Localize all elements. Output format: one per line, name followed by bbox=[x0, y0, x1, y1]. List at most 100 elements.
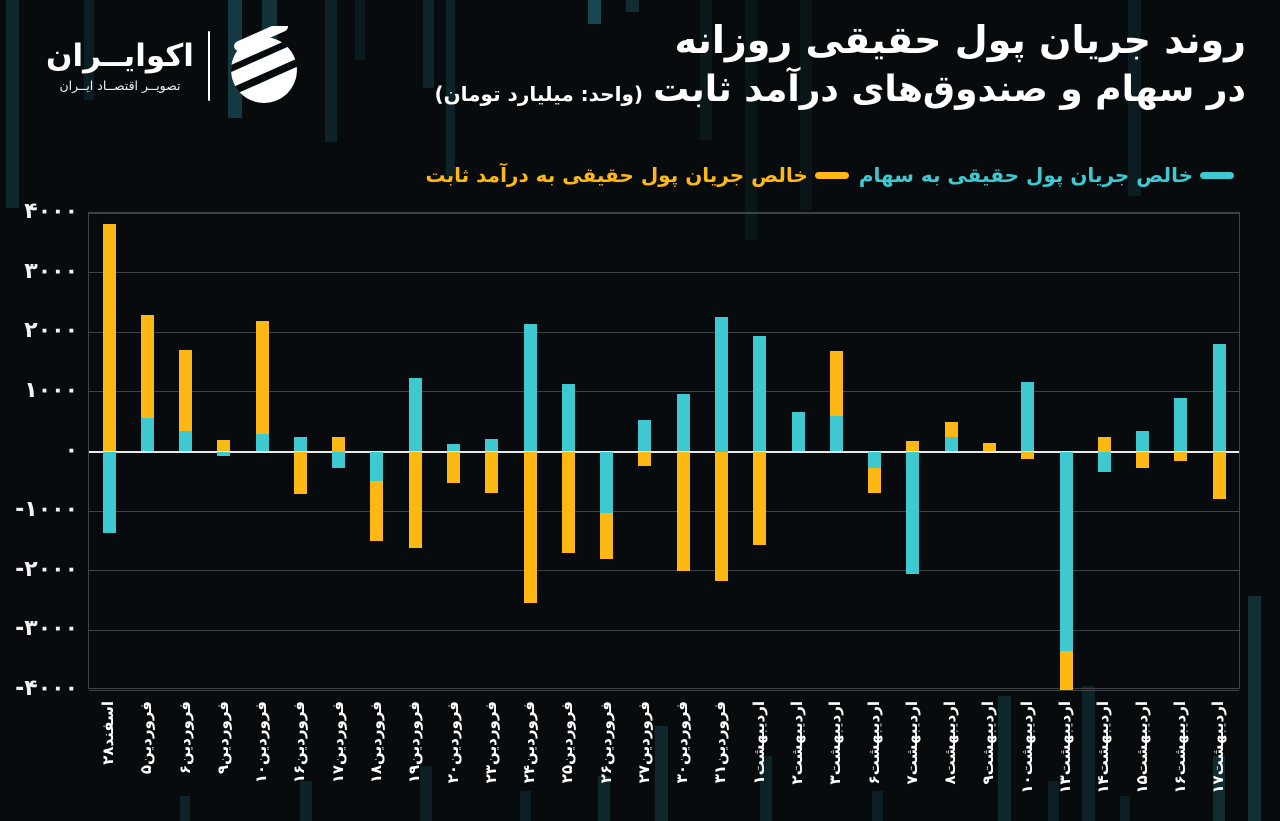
bar-segment-stocks bbox=[140, 418, 154, 452]
bar-segment-stocks bbox=[868, 451, 882, 469]
gridline bbox=[89, 331, 1239, 333]
bar-segment-stocks bbox=[561, 384, 575, 452]
chart-unit-label: (واحد: میلیارد تومان) bbox=[434, 82, 644, 107]
x-axis-tick-label: اردیبهشت۱۰ bbox=[1017, 701, 1036, 794]
bar-segment-stocks bbox=[523, 323, 537, 452]
bar-segment-fixed-income bbox=[1021, 451, 1035, 460]
background-bar-decoration bbox=[423, 0, 434, 88]
brand-text: اکوایــران تصویــر اقتصــاد ایــران bbox=[46, 39, 194, 93]
bar-segment-fixed-income bbox=[332, 436, 346, 452]
bar-segment-stocks bbox=[485, 438, 499, 452]
x-axis-tick-label: اردیبهشت۹ bbox=[979, 701, 998, 785]
bar-segment-fixed-income bbox=[944, 421, 958, 438]
x-axis-tick-label: فروردین۳۱ bbox=[711, 701, 730, 784]
bar-segment-fixed-income bbox=[829, 350, 843, 417]
x-axis-tick-label: فروردین۲۰ bbox=[443, 701, 462, 784]
bar-segment-fixed-income bbox=[1097, 436, 1111, 452]
bar-segment-stocks bbox=[944, 437, 958, 452]
bar-segment-stocks bbox=[1212, 344, 1226, 452]
bar-segment-fixed-income bbox=[217, 439, 231, 452]
x-axis-tick-label: فروردین۶ bbox=[175, 701, 194, 775]
x-axis-tick-label: اردیبهشت۱۵ bbox=[1132, 701, 1151, 794]
x-axis-tick-label: فروردین۱۷ bbox=[328, 701, 347, 784]
gridline bbox=[89, 570, 1239, 572]
x-axis-tick-label: اردیبهشت۱ bbox=[749, 701, 768, 785]
bar-segment-stocks bbox=[676, 394, 690, 452]
bar-segment-stocks bbox=[332, 451, 346, 469]
bar-segment-stocks bbox=[255, 433, 269, 452]
bar-segment-fixed-income bbox=[293, 451, 307, 494]
background-bar-decoration bbox=[355, 0, 365, 60]
bar-segment-fixed-income bbox=[638, 451, 652, 467]
bar-segment-stocks bbox=[1136, 431, 1150, 452]
bar-segment-fixed-income bbox=[1174, 451, 1188, 462]
bar-segment-stocks bbox=[217, 451, 231, 457]
background-bar-decoration bbox=[180, 796, 190, 821]
gridline bbox=[89, 629, 1239, 631]
background-bar-decoration bbox=[520, 791, 531, 821]
background-bar-decoration bbox=[325, 0, 337, 142]
x-axis-tick-label: اردیبهشت۷ bbox=[902, 701, 921, 785]
zero-axis-line bbox=[89, 450, 1239, 453]
plot-area bbox=[88, 212, 1240, 691]
ecoiran-globe-icon bbox=[231, 26, 298, 103]
bar-segment-fixed-income bbox=[714, 451, 728, 582]
bar-segment-stocks bbox=[829, 416, 843, 452]
bar-segment-stocks bbox=[370, 451, 384, 482]
y-axis-tick-label: ۰ bbox=[64, 437, 78, 463]
bar-segment-stocks bbox=[638, 419, 652, 452]
bar-segment-fixed-income bbox=[676, 451, 690, 572]
x-axis-tick-label: فروردین۲۷ bbox=[634, 701, 653, 784]
x-axis-tick-label: اردیبهشت۲ bbox=[788, 701, 807, 785]
x-axis-tick-label: اردیبهشت۱۷ bbox=[1209, 701, 1228, 794]
y-axis-tick-label: -۱۰۰۰ bbox=[15, 497, 78, 523]
gridline bbox=[89, 391, 1239, 393]
brand-logo: اکوایــران تصویــر اقتصــاد ایــران bbox=[46, 26, 304, 106]
bar-segment-fixed-income bbox=[1136, 451, 1150, 469]
bar-segment-stocks bbox=[447, 444, 461, 452]
background-bar-decoration bbox=[300, 781, 312, 821]
x-axis-tick-label: اردیبهشت۱۴ bbox=[1094, 701, 1113, 794]
gridline bbox=[89, 212, 1239, 214]
bar-segment-stocks bbox=[1059, 451, 1073, 652]
bar-segment-stocks bbox=[102, 451, 116, 534]
x-axis-tick-label: فروردین۳۰ bbox=[673, 701, 692, 784]
legend-item-stocks: خالص جریان پول حقیقی به سهام bbox=[859, 163, 1234, 187]
chart-title-line1: روند جریان پول حقیقی روزانه bbox=[674, 18, 1246, 62]
chart-title: روند جریان پول حقیقی روزانه در سهام و صن… bbox=[434, 16, 1246, 114]
bar-segment-fixed-income bbox=[447, 451, 461, 483]
background-bar-decoration bbox=[872, 791, 883, 821]
bar-segment-fixed-income bbox=[1212, 451, 1226, 500]
x-axis-tick-label: اردیبهشت۶ bbox=[864, 701, 883, 785]
x-axis-tick-label: اسفند۲۸ bbox=[99, 701, 117, 765]
background-bar-decoration bbox=[1120, 796, 1130, 821]
x-axis-tick-label: فروردین۲۵ bbox=[558, 701, 577, 784]
brand-tagline: تصویــر اقتصــاد ایــران bbox=[59, 78, 181, 94]
x-axis-tick-label: فروردین۲۶ bbox=[596, 701, 615, 784]
bar-segment-stocks bbox=[791, 412, 805, 452]
background-bar-decoration bbox=[998, 696, 1011, 821]
bar-segment-stocks bbox=[600, 451, 614, 513]
background-bar-decoration bbox=[1248, 596, 1261, 821]
chart-title-line2: در سهام و صندوق‌های درآمد ثابت (واحد: میل… bbox=[434, 67, 1246, 114]
x-axis-tick-label: فروردین۱۹ bbox=[405, 701, 424, 784]
legend-marker-fixed-income-icon bbox=[814, 171, 849, 179]
legend-label-stocks: خالص جریان پول حقیقی به سهام bbox=[858, 163, 1193, 187]
bar-segment-fixed-income bbox=[753, 451, 767, 545]
bar-segment-fixed-income bbox=[1059, 651, 1073, 690]
bar-segment-stocks bbox=[179, 430, 193, 452]
background-bar-decoration bbox=[655, 726, 668, 821]
bar-segment-fixed-income bbox=[179, 350, 193, 431]
bar-segment-fixed-income bbox=[982, 442, 996, 452]
bar-segment-stocks bbox=[753, 335, 767, 452]
x-axis-tick-label: فروردین۱۶ bbox=[290, 701, 309, 784]
y-axis-tick-label: ۴۰۰۰ bbox=[24, 199, 78, 224]
x-axis-tick-label: فروردین۹ bbox=[213, 701, 232, 775]
bar-segment-fixed-income bbox=[600, 512, 614, 560]
bar-segment-stocks bbox=[714, 317, 728, 452]
x-axis-tick-label: فروردین۵ bbox=[137, 701, 156, 775]
background-bar-decoration bbox=[6, 0, 19, 208]
y-axis-tick-label: -۴۰۰۰ bbox=[15, 676, 78, 701]
brand-name: اکوایــران bbox=[46, 37, 194, 74]
